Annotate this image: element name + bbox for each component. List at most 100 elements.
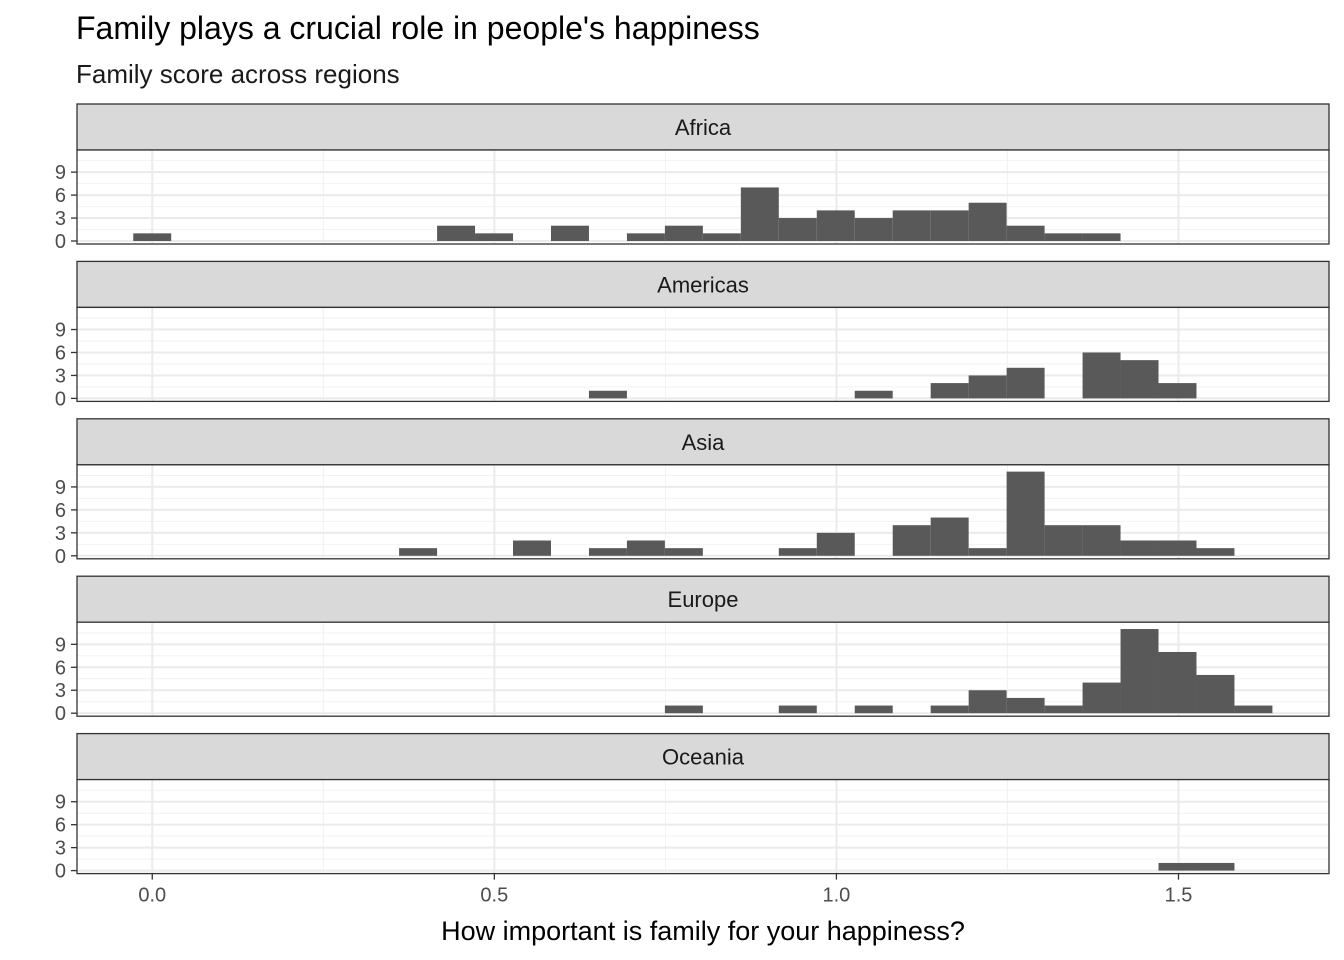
histogram-bar: [1158, 383, 1197, 399]
histogram-bar: [1082, 352, 1121, 399]
histogram-bar: [437, 225, 476, 241]
panel-border: [76, 778, 1330, 875]
x-tick-label: 1.0: [823, 885, 851, 907]
histogram-bar: [854, 705, 893, 714]
histogram-bar: [816, 532, 855, 556]
histogram-bar: [1006, 225, 1045, 241]
y-tick-label: 3: [55, 208, 66, 230]
histogram-bar: [1196, 862, 1235, 871]
histogram-bar: [930, 517, 969, 556]
histogram-bar: [1082, 233, 1121, 241]
histogram-bar: [1044, 525, 1083, 556]
histogram-bar: [854, 390, 893, 399]
histogram-bar: [854, 218, 893, 241]
histogram-bar: [816, 210, 855, 241]
histogram-bar: [930, 210, 969, 241]
histogram-bar: [778, 548, 817, 556]
y-tick-label: 0: [55, 861, 66, 883]
histogram-bar: [892, 210, 931, 241]
histogram-bar: [1044, 233, 1083, 241]
facet-strip: [76, 418, 1330, 466]
panel-border: [76, 149, 1330, 245]
histogram-bar: [930, 383, 969, 399]
histogram-bar: [1158, 651, 1197, 714]
histogram-bar: [778, 705, 817, 714]
facet-strip: [76, 575, 1330, 623]
histogram-bar: [702, 233, 741, 241]
y-tick-label: 9: [55, 634, 66, 656]
histogram-bar: [968, 375, 1007, 399]
y-tick-label: 9: [55, 162, 66, 184]
histogram-bar: [1120, 629, 1159, 714]
histogram-bar: [1120, 540, 1159, 556]
histogram-bar: [1082, 525, 1121, 556]
histogram-bar: [1006, 471, 1045, 556]
histogram-bar: [968, 202, 1007, 241]
histogram-bar: [626, 233, 665, 241]
y-tick-label: 9: [55, 792, 66, 814]
histogram-bar: [475, 233, 514, 241]
histogram-bar: [892, 525, 931, 556]
histogram-bar: [930, 705, 969, 714]
histogram-bar: [588, 548, 627, 556]
y-tick-label: 0: [55, 388, 66, 410]
chart-subtitle: Family score across regions: [76, 59, 400, 89]
facet-strip-label: Americas: [657, 272, 749, 297]
facet-strip-label: Africa: [675, 115, 732, 140]
facet-strip-label: Europe: [668, 587, 739, 612]
y-tick-label: 6: [55, 657, 66, 679]
histogram-bar: [399, 548, 438, 556]
histogram-bar: [626, 540, 665, 556]
histogram-bar: [1158, 540, 1197, 556]
histogram-bar: [1082, 682, 1121, 714]
histogram-bar: [740, 187, 779, 241]
panel-border: [76, 621, 1330, 717]
chart-title: Family plays a crucial role in people's …: [76, 10, 760, 46]
histogram-bar: [1006, 367, 1045, 399]
y-tick-label: 6: [55, 185, 66, 207]
y-tick-label: 6: [55, 342, 66, 364]
y-tick-label: 3: [55, 838, 66, 860]
y-tick-label: 0: [55, 231, 66, 253]
panel-border: [76, 306, 1330, 403]
histogram-bar: [778, 218, 817, 241]
histogram-bar: [1234, 705, 1273, 714]
facet-strip-label: Oceania: [662, 745, 745, 770]
y-tick-label: 3: [55, 365, 66, 387]
y-tick-label: 9: [55, 477, 66, 499]
histogram-bar: [1006, 697, 1045, 714]
y-tick-label: 0: [55, 546, 66, 568]
histogram-bar: [664, 548, 703, 556]
facet-strip-label: Asia: [682, 430, 726, 455]
facet-strip: [76, 732, 1330, 781]
x-tick-label: 0.0: [138, 885, 166, 907]
panel-border: [76, 464, 1330, 560]
y-tick-label: 9: [55, 320, 66, 342]
histogram-bar: [664, 225, 703, 241]
y-tick-label: 6: [55, 500, 66, 522]
x-axis-label: How important is family for your happine…: [441, 916, 965, 946]
histogram-bar: [968, 690, 1007, 714]
histogram-bar: [588, 390, 627, 399]
histogram-bar: [1196, 674, 1235, 714]
x-tick-label: 0.5: [480, 885, 508, 907]
histogram-bar: [968, 548, 1007, 556]
histogram-bar: [664, 705, 703, 714]
histogram-bar: [1196, 548, 1235, 556]
y-tick-label: 6: [55, 815, 66, 837]
panel-background: [77, 779, 1329, 874]
y-tick-label: 3: [55, 523, 66, 545]
histogram-bar: [1044, 705, 1083, 714]
histogram-bar: [133, 233, 172, 241]
x-tick-label: 1.5: [1165, 885, 1193, 907]
panel-background: [77, 150, 1329, 244]
y-tick-label: 0: [55, 703, 66, 725]
y-tick-label: 3: [55, 680, 66, 702]
histogram-bar: [1120, 360, 1159, 399]
histogram-bar: [1158, 862, 1197, 871]
